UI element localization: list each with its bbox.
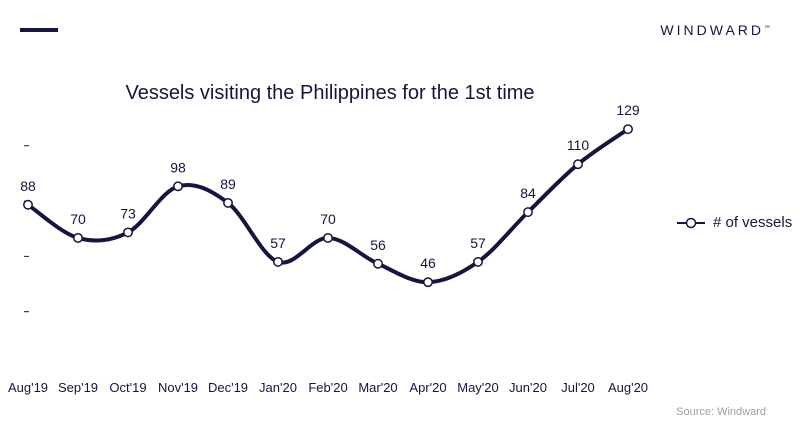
legend-label: # of vessels xyxy=(713,214,793,231)
header-accent-bar xyxy=(20,28,58,32)
x-tick-label: Jun'20 xyxy=(509,380,547,395)
legend: # of vessels xyxy=(677,214,792,231)
x-tick-label: Sep'19 xyxy=(58,380,98,395)
brand-logo: WINDWARD™ xyxy=(660,22,770,38)
data-label: 70 xyxy=(70,211,86,227)
x-tick-label: Aug'20 xyxy=(608,380,648,395)
data-point xyxy=(523,207,533,218)
data-point xyxy=(573,159,583,170)
series-line xyxy=(26,127,630,285)
data-label: 89 xyxy=(220,176,236,192)
data-label: 129 xyxy=(616,102,640,118)
data-label: 88 xyxy=(20,178,36,194)
x-tick-label: Mar'20 xyxy=(358,380,397,395)
data-label: 98 xyxy=(170,159,186,175)
data-point xyxy=(273,256,283,267)
data-point xyxy=(423,277,433,288)
data-point xyxy=(223,197,233,208)
data-point xyxy=(373,258,383,269)
x-axis-labels: Aug'19 Sep'19 Oct'19 Nov'19 Dec'19 Jan'20 Feb'… xyxy=(8,380,648,395)
data-label: 73 xyxy=(120,205,136,221)
data-label: 56 xyxy=(370,237,386,253)
x-tick-label: Feb'20 xyxy=(308,380,347,395)
source-note: Source: Windward xyxy=(676,406,766,418)
x-tick-label: Apr'20 xyxy=(409,380,446,395)
data-label: 84 xyxy=(520,185,536,201)
legend-marker-icon xyxy=(677,217,705,228)
data-point xyxy=(473,256,483,267)
x-tick-label: Oct'19 xyxy=(109,380,146,395)
data-labels: 88 70 73 98 89 57 70 56 46 57 84 110 129 xyxy=(20,102,640,271)
x-tick-label: Jul'20 xyxy=(561,380,595,395)
series-markers xyxy=(23,124,633,288)
data-label: 46 xyxy=(420,255,436,271)
data-point xyxy=(323,232,333,243)
chart-title: Vessels visiting the Philippines for the… xyxy=(125,82,535,104)
data-point xyxy=(123,227,133,238)
data-label: 110 xyxy=(567,137,590,153)
data-label: 57 xyxy=(270,235,286,251)
data-label: 70 xyxy=(320,211,336,227)
y-axis-ticks xyxy=(24,145,29,313)
data-point xyxy=(623,124,633,135)
x-tick-label: Nov'19 xyxy=(158,380,198,395)
data-label: 57 xyxy=(470,235,486,251)
x-tick-label: Aug'19 xyxy=(8,380,48,395)
x-tick-label: May'20 xyxy=(457,380,499,395)
x-tick-label: Jan'20 xyxy=(259,380,297,395)
x-tick-label: Dec'19 xyxy=(208,380,248,395)
data-point xyxy=(23,199,33,210)
data-point xyxy=(73,232,83,243)
data-point xyxy=(173,181,183,192)
